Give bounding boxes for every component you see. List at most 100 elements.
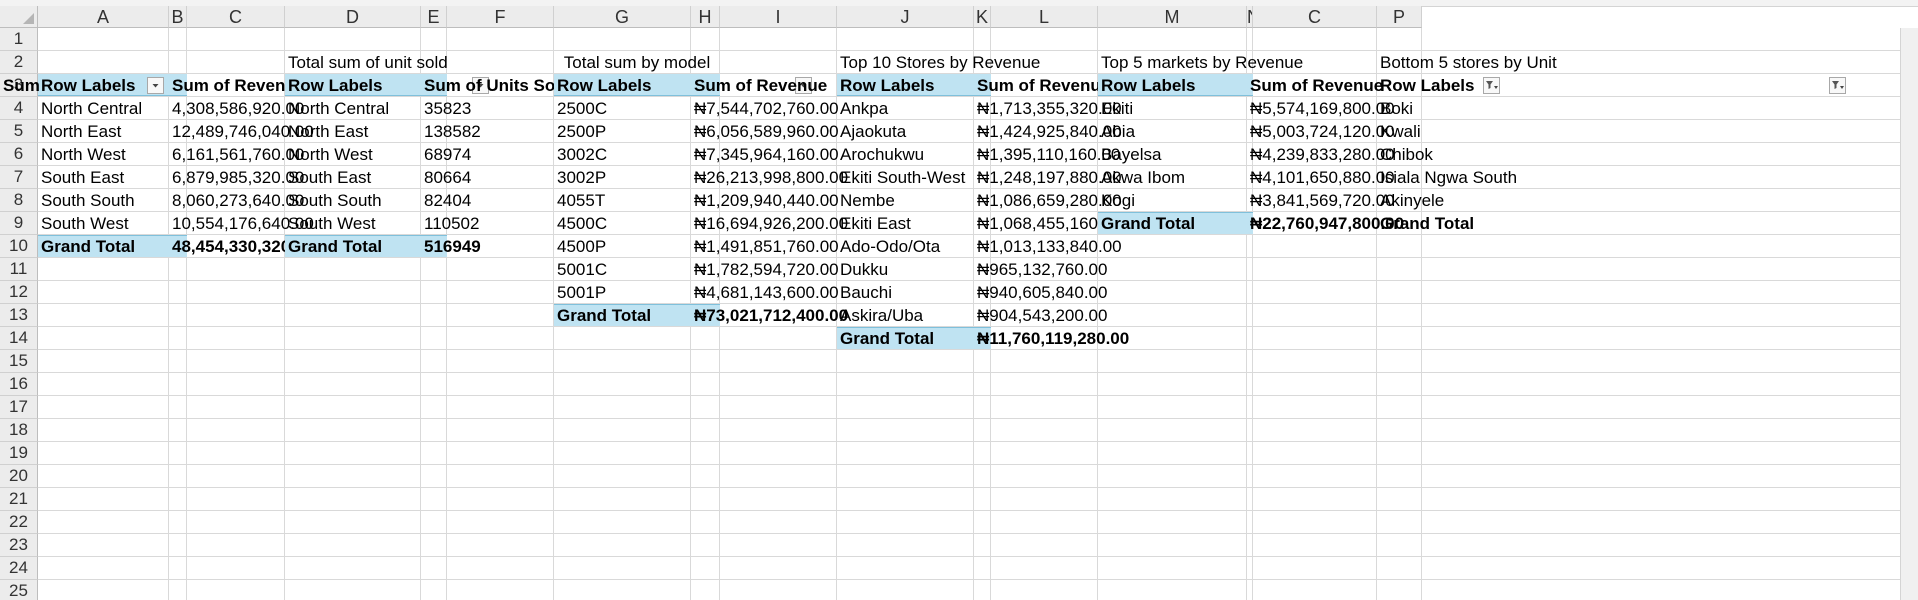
value-cell[interactable]: ₦6,056,589,960.00 — [694, 122, 839, 141]
row-label-cell[interactable]: South South — [288, 191, 382, 210]
value-cell[interactable]: ₦4,101,650,880.00 — [1250, 168, 1395, 187]
row-header[interactable]: 4 — [0, 97, 38, 120]
row-labels-header[interactable]: Row Labels — [840, 76, 935, 95]
row-labels-header[interactable]: Row Labels — [41, 76, 136, 95]
row-header[interactable]: 15 — [0, 350, 38, 373]
grand-total-label[interactable]: Grand Total — [557, 306, 652, 325]
row-label-cell[interactable]: North East — [41, 122, 122, 141]
value-cell[interactable]: ₦1,248,197,880.00 — [977, 168, 1122, 187]
row-label-cell[interactable]: South East — [41, 168, 125, 187]
column-header[interactable]: H — [691, 6, 720, 28]
row-label-cell[interactable]: Kogi — [1101, 191, 1136, 210]
column-header[interactable]: A — [38, 6, 169, 28]
row-label-cell[interactable]: Dukku — [840, 260, 889, 279]
column-header[interactable]: G — [554, 6, 691, 28]
column-header[interactable]: M — [1098, 6, 1247, 28]
row-label-cell[interactable]: Ankpa — [840, 99, 889, 118]
value-cell[interactable]: ₦16,694,926,200.00 — [694, 214, 849, 233]
row-header[interactable]: 8 — [0, 189, 38, 212]
value-cell[interactable]: ₦940,605,840.00 — [977, 283, 1108, 302]
grand-total-label[interactable]: Grand Total — [41, 237, 136, 256]
row-label-cell[interactable]: Ekiti — [1101, 99, 1134, 118]
value-cell[interactable]: 6,879,985,320.00 — [172, 168, 305, 187]
value-cell[interactable]: 110502 — [424, 214, 480, 233]
value-cell[interactable]: ₦1,086,659,280.00 — [977, 191, 1122, 210]
row-label-cell[interactable]: Isiala Ngwa South — [1380, 168, 1518, 187]
row-label-cell[interactable]: North West — [288, 145, 373, 164]
column-header[interactable]: N — [1247, 6, 1253, 28]
row-header[interactable]: 12 — [0, 281, 38, 304]
row-label-cell[interactable]: Akinyele — [1380, 191, 1445, 210]
value-cell[interactable]: 35823 — [424, 99, 472, 118]
row-header[interactable]: 10 — [0, 235, 38, 258]
value-cell[interactable]: 8,060,273,640.00 — [172, 191, 305, 210]
grand-total-value[interactable]: ₦22,760,947,800.00 — [1250, 214, 1405, 233]
value-header[interactable]: Sum of Revenue — [1250, 76, 1384, 95]
row-header[interactable]: 24 — [0, 557, 38, 580]
column-header[interactable]: F — [447, 6, 554, 28]
column-header[interactable]: J — [837, 6, 974, 28]
row-header[interactable]: 18 — [0, 419, 38, 442]
column-header[interactable]: K — [974, 6, 991, 28]
column-header[interactable]: E — [421, 6, 447, 28]
value-cell[interactable]: ₦7,345,964,160.00 — [694, 145, 839, 164]
row-label-cell[interactable]: Arochukwu — [840, 145, 925, 164]
row-header[interactable]: 23 — [0, 534, 38, 557]
row-header[interactable]: 17 — [0, 396, 38, 419]
value-cell[interactable]: ₦4,239,833,280.00 — [1250, 145, 1395, 164]
value-header[interactable]: Sum of Revenue — [694, 76, 828, 95]
row-label-cell[interactable]: 4500P — [557, 237, 607, 256]
value-cell[interactable]: ₦5,574,169,800.00 — [1250, 99, 1395, 118]
row-label-cell[interactable]: Ado-Odo/Ota — [840, 237, 941, 256]
row-header[interactable]: 3 — [0, 74, 38, 97]
row-header[interactable]: 20 — [0, 465, 38, 488]
row-label-cell[interactable]: Bauchi — [840, 283, 892, 302]
row-label-cell[interactable]: 4500C — [557, 214, 608, 233]
row-label-cell[interactable]: 3002C — [557, 145, 608, 164]
value-cell[interactable]: ₦1,209,940,440.00 — [694, 191, 839, 210]
column-header[interactable]: C — [187, 6, 285, 28]
value-cell[interactable]: 6,161,561,760.00 — [172, 145, 305, 164]
dropdown-button[interactable] — [795, 77, 812, 94]
row-labels-header[interactable]: Row Labels — [1380, 76, 1475, 95]
grand-total-label[interactable]: Grand Total — [1380, 214, 1475, 233]
grand-total-label[interactable]: Grand Total — [1101, 214, 1196, 233]
row-label-cell[interactable]: South South — [41, 191, 135, 210]
grand-total-value[interactable]: ₦11,760,119,280.00 — [977, 329, 1130, 348]
row-label-cell[interactable]: 5001C — [557, 260, 608, 279]
value-cell[interactable]: 82404 — [424, 191, 472, 210]
row-label-cell[interactable]: 4055T — [557, 191, 606, 210]
row-header[interactable]: 9 — [0, 212, 38, 235]
row-header[interactable]: 6 — [0, 143, 38, 166]
dropdown-button[interactable] — [472, 77, 489, 94]
value-cell[interactable]: ₦904,543,200.00 — [977, 306, 1108, 325]
dropdown-button[interactable] — [147, 77, 164, 94]
row-header[interactable]: 21 — [0, 488, 38, 511]
grand-total-value[interactable]: 516949 — [424, 237, 481, 256]
value-cell[interactable]: ₦3,841,569,720.00 — [1250, 191, 1395, 210]
grand-total-label[interactable]: Grand Total — [288, 237, 383, 256]
grand-total-value[interactable]: 48,454,330,320.00 — [172, 237, 314, 256]
value-cell[interactable]: ₦1,491,851,760.00 — [694, 237, 839, 256]
row-label-cell[interactable]: 5001P — [557, 283, 607, 302]
row-label-cell[interactable]: North Central — [41, 99, 143, 118]
row-label-cell[interactable]: 2500C — [557, 99, 608, 118]
row-header[interactable]: 19 — [0, 442, 38, 465]
row-label-cell[interactable]: Ekiti South-West — [840, 168, 966, 187]
filter-dropdown-button[interactable] — [1483, 77, 1500, 94]
column-header[interactable]: L — [991, 6, 1098, 28]
value-cell[interactable]: 80664 — [424, 168, 472, 187]
value-cell[interactable]: ₦965,132,760.00 — [977, 260, 1108, 279]
value-cell[interactable]: ₦1,424,925,840.00 — [977, 122, 1122, 141]
value-cell[interactable]: 68974 — [424, 145, 472, 164]
value-cell[interactable]: ₦1,782,594,720.00 — [694, 260, 839, 279]
column-header[interactable]: D — [285, 6, 421, 28]
row-label-cell[interactable]: Akwa Ibom — [1101, 168, 1186, 187]
row-header[interactable]: 2 — [0, 51, 38, 74]
row-label-cell[interactable]: South East — [288, 168, 372, 187]
vertical-scrollbar[interactable] — [1900, 28, 1918, 600]
row-label-cell[interactable]: Askira/Uba — [840, 306, 924, 325]
value-header[interactable]: Sum of Revenue — [172, 76, 306, 95]
row-labels-header[interactable]: Row Labels — [1101, 76, 1196, 95]
